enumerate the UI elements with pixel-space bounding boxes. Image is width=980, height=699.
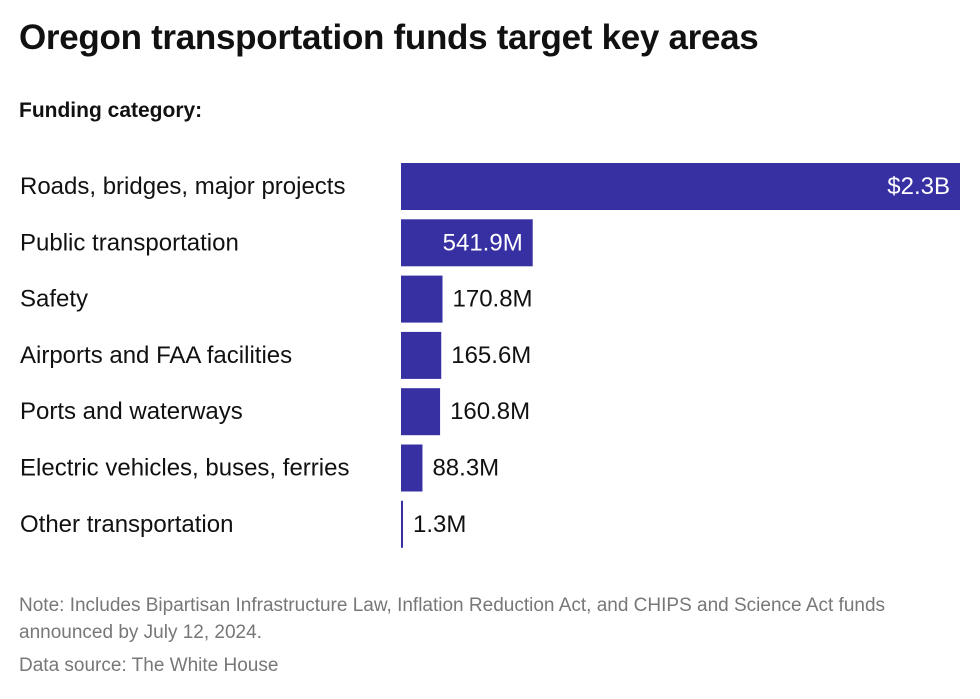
- bar: [401, 331, 442, 379]
- chart-source: Data source: The White House: [19, 655, 279, 676]
- category-label: Electric vehicles, buses, ferries: [20, 455, 349, 482]
- bar: [401, 388, 441, 436]
- category-label: Airports and FAA facilities: [20, 342, 292, 369]
- value-label: 1.3M: [413, 511, 466, 538]
- value-label: 170.8M: [453, 286, 533, 313]
- chart-title: Oregon transportation funds target key a…: [19, 18, 759, 57]
- category-label: Safety: [20, 286, 88, 313]
- bar: [401, 500, 403, 548]
- bar: [401, 444, 423, 492]
- category-label: Other transportation: [20, 511, 233, 538]
- category-label: Public transportation: [20, 229, 239, 256]
- chart-subtitle: Funding category:: [19, 99, 203, 122]
- value-label: 160.8M: [450, 398, 530, 425]
- chart-note: Note: Includes Bipartisan Infrastructure…: [19, 595, 886, 643]
- bar: [401, 275, 443, 323]
- bar-chart: Roads, bridges, major projects $2.3B Publi…: [20, 163, 960, 548]
- bar: [401, 219, 533, 267]
- value-label: $2.3B: [887, 173, 950, 200]
- value-label: 165.6M: [451, 342, 531, 369]
- value-label: 88.3M: [432, 455, 499, 482]
- category-label: Ports and waterways: [20, 398, 243, 425]
- category-label: Roads, bridges, major projects: [20, 173, 345, 200]
- value-label: 541.9M: [443, 229, 523, 256]
- bar: [401, 163, 960, 210]
